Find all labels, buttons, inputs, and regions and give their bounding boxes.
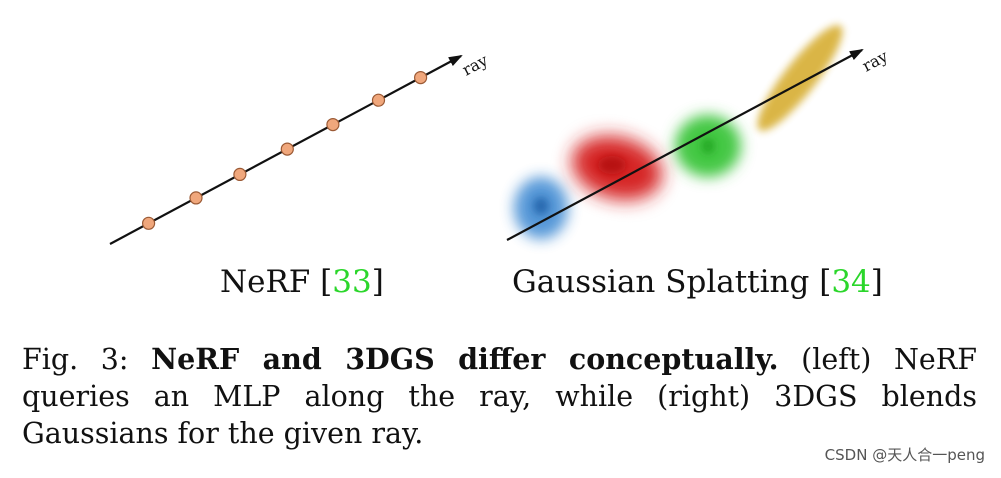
nerf-sample-point: [371, 93, 386, 107]
nerf-title-end: ]: [371, 264, 384, 300]
gaussian-ray-label: ray: [859, 46, 891, 75]
nerf-sample-point: [280, 142, 294, 156]
gaussian-title-text: Gaussian Splatting [: [512, 264, 832, 300]
nerf-sample-point: [233, 167, 247, 181]
nerf-citation[interactable]: 33: [332, 264, 372, 300]
nerf-sample-point: [414, 70, 428, 85]
caption-prefix: Fig. 3:: [22, 343, 152, 376]
nerf-sample-point: [326, 117, 340, 132]
nerf-title: NeRF [33]: [220, 264, 384, 300]
nerf-ray-label: ray: [459, 50, 491, 79]
figure-caption: Fig. 3: NeRF and 3DGS differ conceptuall…: [22, 341, 977, 452]
gaussian-citation[interactable]: 34: [831, 264, 871, 300]
green-gaussian: [675, 115, 741, 177]
gaussian-ray-line: [506, 49, 864, 241]
csdn-watermark: CSDN @天人合一peng: [824, 446, 985, 464]
gaussian-splatting-panel: ray: [506, 25, 891, 241]
nerf-panel: ray: [109, 50, 491, 245]
blue-gaussian: [514, 177, 568, 239]
nerf-sample-point: [142, 216, 156, 230]
gaussian-title-end: ]: [870, 264, 883, 300]
red-gaussian: [571, 135, 663, 201]
caption-bold: NeRF and 3DGS differ conceptually.: [151, 342, 779, 376]
nerf-title-text: NeRF [: [220, 264, 333, 300]
yellow-gaussian: [757, 25, 843, 131]
nerf-sample-points: [142, 70, 428, 230]
nerf-sample-point: [189, 191, 203, 205]
gaussian-splatting-title: Gaussian Splatting [34]: [512, 264, 883, 300]
caption-rest: (left) NeRF queries an MLP along the ray…: [22, 343, 977, 450]
